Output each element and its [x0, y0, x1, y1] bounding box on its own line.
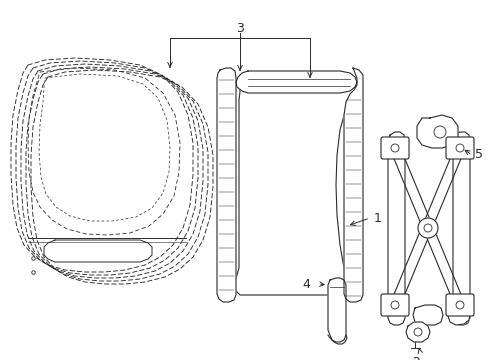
Polygon shape — [343, 68, 362, 302]
Polygon shape — [389, 146, 464, 307]
Polygon shape — [327, 278, 346, 342]
Text: 4: 4 — [302, 278, 309, 291]
FancyBboxPatch shape — [380, 294, 408, 316]
FancyBboxPatch shape — [445, 137, 473, 159]
Polygon shape — [447, 307, 469, 325]
Text: 3: 3 — [236, 22, 244, 35]
FancyBboxPatch shape — [445, 294, 473, 316]
Polygon shape — [327, 335, 346, 344]
Polygon shape — [235, 82, 357, 295]
FancyBboxPatch shape — [380, 137, 408, 159]
Polygon shape — [412, 305, 442, 325]
Text: 1: 1 — [373, 211, 381, 225]
Polygon shape — [387, 132, 404, 325]
Polygon shape — [236, 71, 356, 93]
Text: 2: 2 — [411, 356, 419, 360]
Polygon shape — [416, 115, 457, 148]
Polygon shape — [217, 68, 236, 302]
Polygon shape — [405, 322, 429, 342]
Polygon shape — [389, 146, 464, 307]
Polygon shape — [452, 132, 469, 325]
Circle shape — [417, 218, 437, 238]
Text: 5: 5 — [474, 148, 482, 162]
